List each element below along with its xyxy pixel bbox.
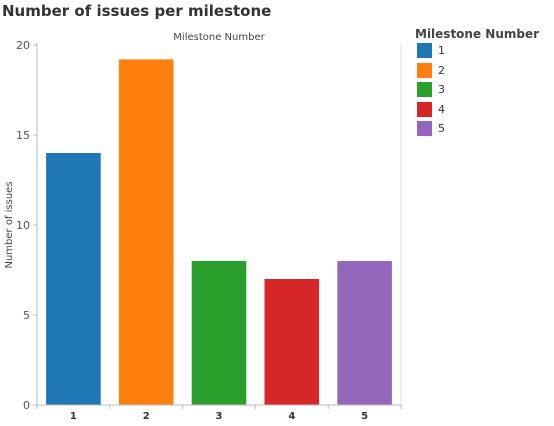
legend: Milestone Number 1 2 3 4 5 — [415, 27, 550, 139]
bar-milestone-5 — [337, 261, 392, 405]
legend-items: 1 2 3 4 5 — [415, 41, 550, 139]
y-tick-label: 20 — [16, 39, 30, 52]
y-axis-title: Number of issues — [4, 181, 15, 268]
legend-item-2[interactable]: 2 — [415, 61, 550, 81]
bar-milestone-4 — [264, 279, 320, 405]
plot-frame — [36, 43, 402, 406]
y-tick-label: 15 — [16, 129, 30, 142]
x-tick-label: 3 — [216, 411, 223, 422]
legend-item-1[interactable]: 1 — [415, 41, 550, 61]
legend-item-3[interactable]: 3 — [415, 80, 550, 100]
legend-label: 4 — [438, 102, 445, 116]
y-axis: 0 5 10 15 20 — [16, 39, 37, 412]
x-tick-label: 2 — [143, 411, 150, 422]
legend-label: 3 — [438, 83, 445, 97]
legend-swatch — [417, 62, 432, 78]
x-tick-label: 1 — [70, 411, 77, 422]
x-tick-label: 4 — [288, 411, 295, 422]
chart-title: Number of issues per milestone — [2, 2, 272, 20]
x-tick-label: 5 — [361, 411, 368, 422]
x-axis: 1 2 3 4 5 — [36, 405, 402, 422]
y-tick-label: 0 — [23, 399, 30, 412]
legend-item-5[interactable]: 5 — [415, 119, 550, 139]
legend-swatch — [417, 43, 432, 59]
column-header: Milestone Number — [173, 32, 265, 43]
bar-milestone-1 — [46, 153, 101, 405]
legend-label: 5 — [438, 122, 445, 136]
y-tick-label: 5 — [23, 309, 30, 322]
legend-swatch — [417, 82, 432, 98]
legend-swatch — [417, 121, 432, 137]
y-tick-label: 10 — [16, 219, 30, 232]
bars — [46, 59, 392, 406]
legend-swatch — [417, 101, 432, 117]
legend-title: Milestone Number — [415, 27, 540, 41]
legend-label: 2 — [438, 63, 445, 77]
legend-label: 1 — [438, 44, 445, 58]
bar-milestone-2 — [118, 59, 174, 406]
bar-milestone-3 — [191, 261, 247, 405]
legend-item-4[interactable]: 4 — [415, 100, 550, 120]
